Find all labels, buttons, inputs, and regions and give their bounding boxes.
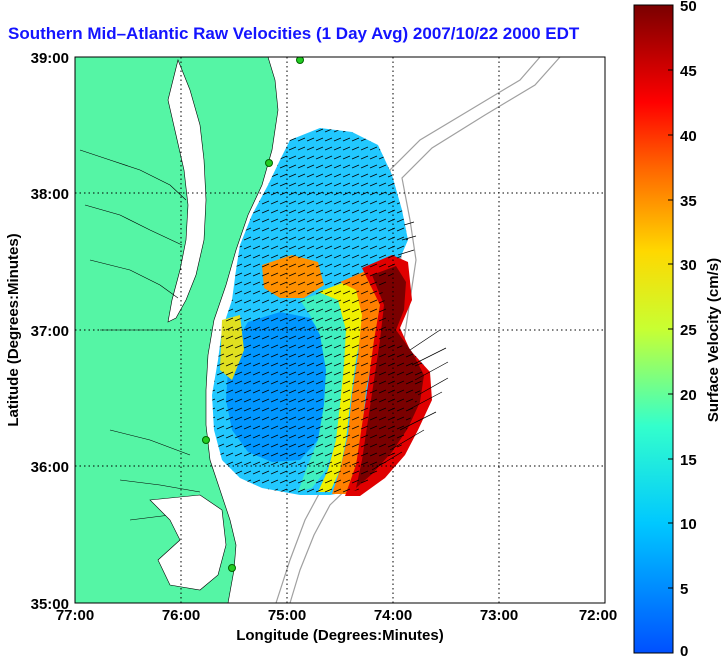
colorbar-tick-label: 50 (680, 0, 697, 15)
y-tick-labels: 39:00 38:00 37:00 36:00 35:00 (31, 50, 69, 613)
x-tick-labels: 77:00 76:00 75:00 74:00 73:00 72:00 (56, 607, 617, 624)
colorbar-tick-label: 35 (680, 193, 697, 210)
colorbar-tick-label: 15 (680, 452, 697, 469)
radar-site-marker (202, 436, 210, 444)
colorbar-tick-label: 20 (680, 387, 697, 404)
colorbar-tick-label: 25 (680, 322, 697, 339)
y-tick-label: 35:00 (31, 596, 69, 613)
radar-site-marker (228, 564, 236, 572)
x-tick-label: 76:00 (162, 607, 200, 624)
velocity-field (212, 128, 449, 496)
radar-site-marker (296, 57, 304, 64)
colorbar-tick-label: 40 (680, 128, 697, 145)
colorbar-tick-label: 45 (680, 63, 697, 80)
plot-title: Southern Mid–Atlantic Raw Velocities (1 … (8, 24, 580, 43)
y-tick-label: 36:00 (31, 459, 69, 476)
x-tick-label: 74:00 (374, 607, 412, 624)
colorbar-tick-label: 10 (680, 516, 697, 533)
colorbar-tick-labels: 50 45 40 35 30 25 20 15 10 5 0 (680, 0, 697, 659)
colorbar-tick-label: 5 (680, 581, 688, 598)
x-tick-label: 75:00 (268, 607, 306, 624)
grid-lines (75, 57, 605, 603)
colorbar-tick-label: 30 (680, 257, 697, 274)
x-axis-label: Longitude (Degrees:Minutes) (236, 627, 444, 644)
y-axis-label: Latitude (Degrees:Minutes) (5, 233, 22, 426)
colorbar-tick-marks (668, 69, 673, 589)
x-tick-label: 72:00 (579, 607, 617, 624)
x-tick-label: 73:00 (480, 607, 518, 624)
colorbar-label: Surface Velocity (cm/s) (705, 258, 722, 422)
colorbar (633, 4, 674, 654)
chesapeake-bay (167, 59, 207, 323)
axes-frame (74, 56, 606, 604)
y-tick-label: 39:00 (31, 50, 69, 67)
y-tick-label: 37:00 (31, 323, 69, 340)
colorbar-tick-label: 0 (680, 643, 688, 659)
y-tick-label: 38:00 (31, 186, 69, 203)
x-tick-label: 77:00 (56, 607, 94, 624)
radar-site-marker (265, 159, 273, 167)
